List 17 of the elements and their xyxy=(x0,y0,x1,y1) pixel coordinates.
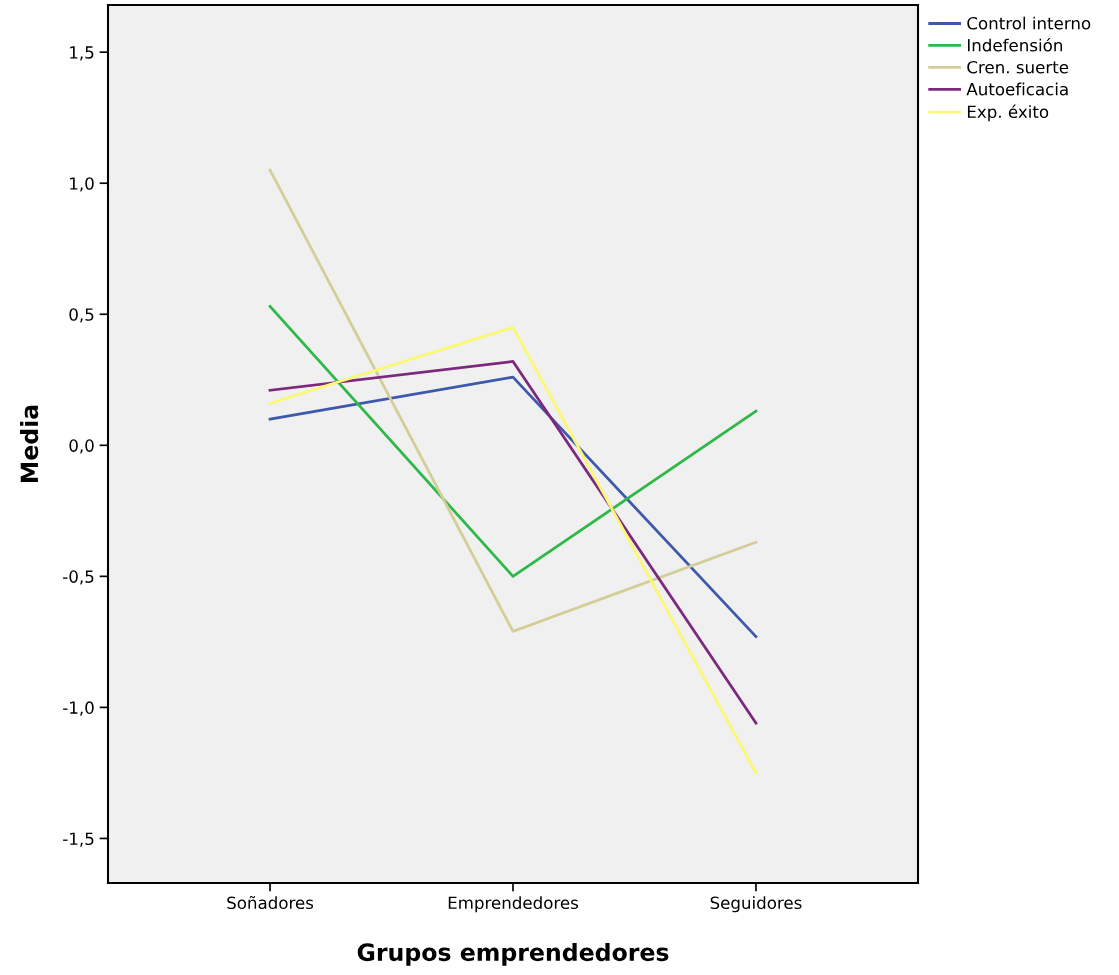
y-tick-label: 1,5 xyxy=(70,46,94,61)
legend-label: Indefensión xyxy=(967,37,1062,52)
legend-label: Control interno xyxy=(967,16,1091,30)
x-tick-label: Soñadores xyxy=(227,895,314,910)
x-tick-label: Seguidores xyxy=(710,896,802,913)
y-tick-label: -1,5 xyxy=(63,832,94,847)
legend-label: Autoeficacia xyxy=(966,82,1068,96)
legend-label: Cren. suerte xyxy=(967,60,1069,74)
y-tick-label: 0,0 xyxy=(69,439,94,454)
y-tick-label: -1,0 xyxy=(63,701,94,716)
y-axis-title: Media xyxy=(19,405,39,483)
y-tick-label: -0,5 xyxy=(63,570,94,585)
x-tick-label: Emprendedores xyxy=(448,896,579,913)
legend-label: Exp. éxito xyxy=(967,104,1049,122)
y-tick-label: 0,5 xyxy=(69,308,94,323)
x-axis-title: Grupos emprendedores xyxy=(357,942,669,966)
y-tick-label: 1,0 xyxy=(70,177,94,192)
